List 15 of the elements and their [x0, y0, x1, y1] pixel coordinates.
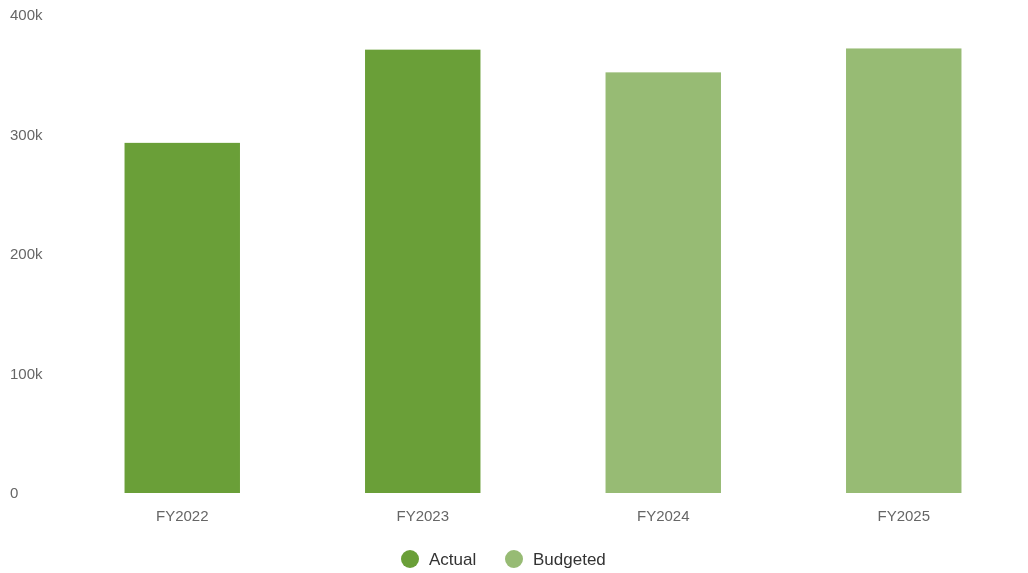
x-tick-label: FY2023: [396, 507, 450, 524]
y-tick-label: 200k: [10, 245, 44, 263]
legend-label: Actual: [429, 549, 477, 569]
x-tick-label: FY2025: [877, 507, 931, 524]
y-tick-label: 300k: [10, 125, 44, 143]
bar: [365, 49, 481, 493]
x-tick-label: FY2022: [155, 507, 209, 524]
x-tick-label: FY2024: [636, 507, 690, 524]
y-tick-label: 0: [10, 484, 19, 502]
y-tick-label: 100k: [10, 364, 44, 382]
bar: [605, 72, 721, 493]
legend-label: Budgeted: [533, 549, 606, 569]
y-tick-label: 400k: [10, 6, 44, 24]
bar: [124, 142, 240, 493]
bar: [846, 48, 962, 493]
